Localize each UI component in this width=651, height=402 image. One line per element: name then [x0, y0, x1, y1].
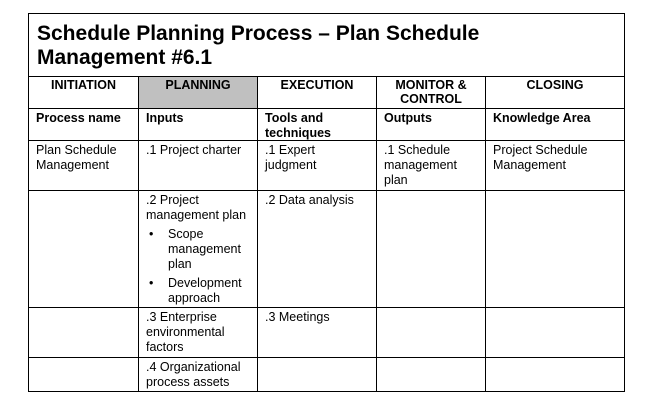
knowledge-area-cell: Project Schedule Management — [486, 141, 624, 191]
process-name-cell: Plan Schedule Management — [29, 141, 139, 191]
input-2-label: .2 Project management plan — [146, 193, 247, 222]
input-2: .2 Project management plan Scope managem… — [139, 191, 258, 308]
document-table: Schedule Planning Process – Plan Schedul… — [28, 13, 625, 392]
tool-3: .3 Meetings — [258, 308, 377, 358]
empty-cell — [486, 308, 624, 358]
input-1: .1 Project charter — [139, 141, 258, 191]
tool-1: .1 Expert judgment — [258, 141, 377, 191]
header-outputs: Outputs — [377, 109, 486, 141]
bullet-item: Development approach — [146, 276, 250, 306]
title-line-2: Management #6.1 — [37, 46, 213, 69]
phase-execution: EXECUTION — [258, 77, 377, 109]
output-1: .1 Schedule management plan — [377, 141, 486, 191]
empty-cell — [258, 358, 377, 391]
header-tools: Tools and techniques — [258, 109, 377, 141]
header-knowledge-area: Knowledge Area — [486, 109, 624, 141]
empty-cell — [377, 191, 486, 308]
header-process-name: Process name — [29, 109, 139, 141]
empty-cell — [486, 191, 624, 308]
input-4: .4 Organizational process assets — [139, 358, 258, 391]
header-inputs: Inputs — [139, 109, 258, 141]
empty-cell — [486, 358, 624, 391]
empty-cell — [29, 308, 139, 358]
empty-cell — [377, 308, 486, 358]
title-line-1: Schedule Planning Process – Plan Schedul… — [37, 22, 480, 45]
empty-cell — [29, 358, 139, 391]
phase-closing: CLOSING — [486, 77, 624, 109]
bullet-item: Scope management plan — [146, 227, 250, 272]
input-2-bullets: Scope management plan Development approa… — [146, 227, 250, 306]
page-title: Schedule Planning Process – Plan Schedul… — [29, 14, 624, 77]
phase-planning: PLANNING — [139, 77, 258, 109]
input-3: .3 Enterprise environmental factors — [139, 308, 258, 358]
phase-initiation: INITIATION — [29, 77, 139, 109]
phase-monitor-control: MONITOR & CONTROL — [377, 77, 486, 109]
empty-cell — [377, 358, 486, 391]
empty-cell — [29, 191, 139, 308]
tool-2: .2 Data analysis — [258, 191, 377, 308]
